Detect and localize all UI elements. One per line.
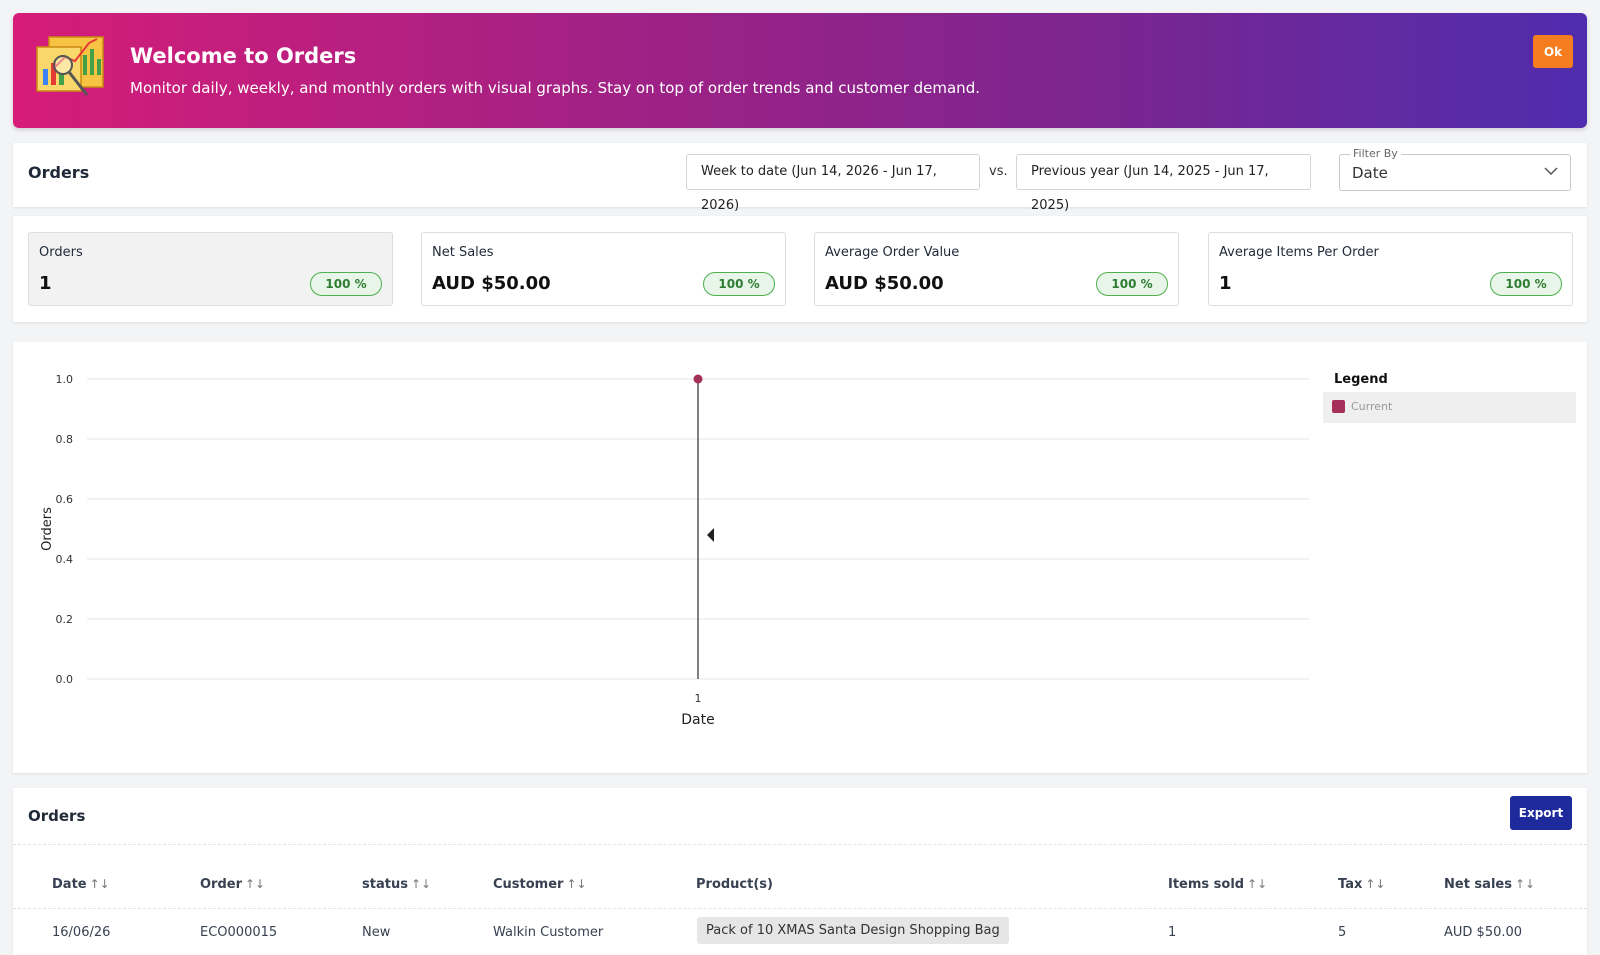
column-header-status[interactable]: status ↑↓ [362,877,431,892]
column-header-order[interactable]: Order ↑↓ [200,877,265,892]
column-label: Date [52,877,87,892]
chevron-down-icon [1544,167,1558,176]
column-label: Order [200,877,242,892]
stat-label: Average Items Per Order [1219,245,1379,260]
change-badge: 100 % [703,272,775,296]
table-title: Orders [28,807,86,825]
x-tick-label: 1 [695,692,702,705]
y-tick-label: 0.8 [56,433,74,446]
column-header-customer[interactable]: Customer ↑↓ [493,877,587,892]
stat-label: Average Order Value [825,245,960,260]
stats-panel: Orders 1 100 % Net Sales AUD $50.00 100 … [13,216,1587,322]
stat-label: Orders [39,245,83,260]
column-header-items-sold[interactable]: Items sold ↑↓ [1168,877,1267,892]
cell-status: New [362,925,391,940]
welcome-banner: Welcome to Orders Monitor daily, weekly,… [13,13,1587,128]
y-tick-label: 0.6 [56,493,74,506]
cell-customer: Walkin Customer [493,925,604,940]
page-title: Orders [28,163,90,182]
cell-date: 16/06/26 [52,925,111,940]
change-badge: 100 % [310,272,382,296]
legend-label: Current [1351,400,1393,413]
stat-value: 1 [39,273,52,294]
cell-net-sales: AUD $50.00 [1444,925,1523,940]
y-tick-label: 0.0 [56,673,74,686]
legend-title: Legend [1334,372,1388,387]
column-header-date[interactable]: Date ↑↓ [52,877,110,892]
stat-card-average-items-per-order[interactable]: Average Items Per Order 1 100 % [1208,232,1573,306]
cell-items-sold: 1 [1168,925,1177,940]
legend-swatch [1332,400,1345,413]
y-tick-label: 0.2 [56,613,74,626]
stat-card-average-order-value[interactable]: Average Order Value AUD $50.00 100 % [814,232,1179,306]
y-tick-label: 0.4 [56,553,74,566]
stat-card-orders[interactable]: Orders 1 100 % [28,232,393,306]
orders-chart-panel: 0.0 0.2 0.4 0.6 0.8 1.0 Orders 1 Date Legend Cur… [13,342,1587,773]
sort-icon: ↑↓ [1365,877,1386,891]
change-badge: 100 % [1490,272,1562,296]
column-header-products: Product(s) [696,877,773,892]
divider [13,844,1587,845]
column-header-net-sales[interactable]: Net sales ↑↓ [1444,877,1535,892]
column-label: Product(s) [696,877,773,892]
cell-order-link[interactable]: ECO000015 [200,925,278,940]
stat-label: Net Sales [432,245,494,260]
export-button[interactable]: Export [1510,796,1572,830]
column-label: Customer [493,877,564,892]
orders-chart: 0.0 0.2 0.4 0.6 0.8 1.0 Orders 1 Date [40,373,1309,728]
cell-tax: 5 [1338,925,1347,940]
sort-icon: ↑↓ [1514,877,1536,891]
sort-icon: ↑↓ [1247,877,1268,891]
orders-table-panel: Orders Export Date ↑↓ Order ↑↓ status ↑↓ Cu… [13,788,1587,955]
sort-icon: ↑↓ [410,877,432,891]
stat-card-net-sales[interactable]: Net Sales AUD $50.00 100 % [421,232,786,306]
y-axis-label: Orders [40,507,55,551]
sort-icon: ↑↓ [245,877,266,891]
stat-value: 1 [1219,273,1232,294]
y-tick-label: 1.0 [56,373,74,386]
tooltip-arrow-icon [707,528,714,542]
x-axis-label: Date [681,712,714,728]
stat-value: AUD $50.00 [825,273,944,294]
banner-subtitle: Monitor daily, weekly, and monthly order… [130,79,980,97]
column-header-tax[interactable]: Tax ↑↓ [1338,877,1385,892]
banner-title: Welcome to Orders [130,44,357,68]
previous-date-range-button[interactable]: Previous year (Jun 14, 2025 - Jun 17, 20… [1016,154,1311,213]
data-point [693,374,703,384]
legend-item-current[interactable]: Current [1323,392,1576,423]
column-label: status [362,877,408,892]
sort-icon: ↑↓ [89,877,110,891]
column-label: Items sold [1168,877,1245,892]
orders-header: Orders Week to date (Jun 14, 2026 - Jun … [13,143,1587,213]
stat-value: AUD $50.00 [432,273,551,294]
current-date-range-button[interactable]: Week to date (Jun 14, 2026 - Jun 17, 202… [686,154,980,213]
analytics-illustration-icon [36,36,104,96]
change-badge: 100 % [1096,272,1168,296]
column-label: Net sales [1444,877,1512,892]
filter-by-select[interactable]: Filter By Date [1339,147,1571,191]
filter-by-value: Date [1352,164,1388,182]
sort-icon: ↑↓ [566,877,587,891]
vs-label: vs. [989,164,1008,179]
ok-button[interactable]: Ok [1533,35,1573,68]
product-chip[interactable]: Pack of 10 XMAS Santa Design Shopping Ba… [697,917,1009,944]
filter-by-label: Filter By [1350,147,1401,160]
divider [13,908,1587,909]
column-label: Tax [1338,877,1363,892]
